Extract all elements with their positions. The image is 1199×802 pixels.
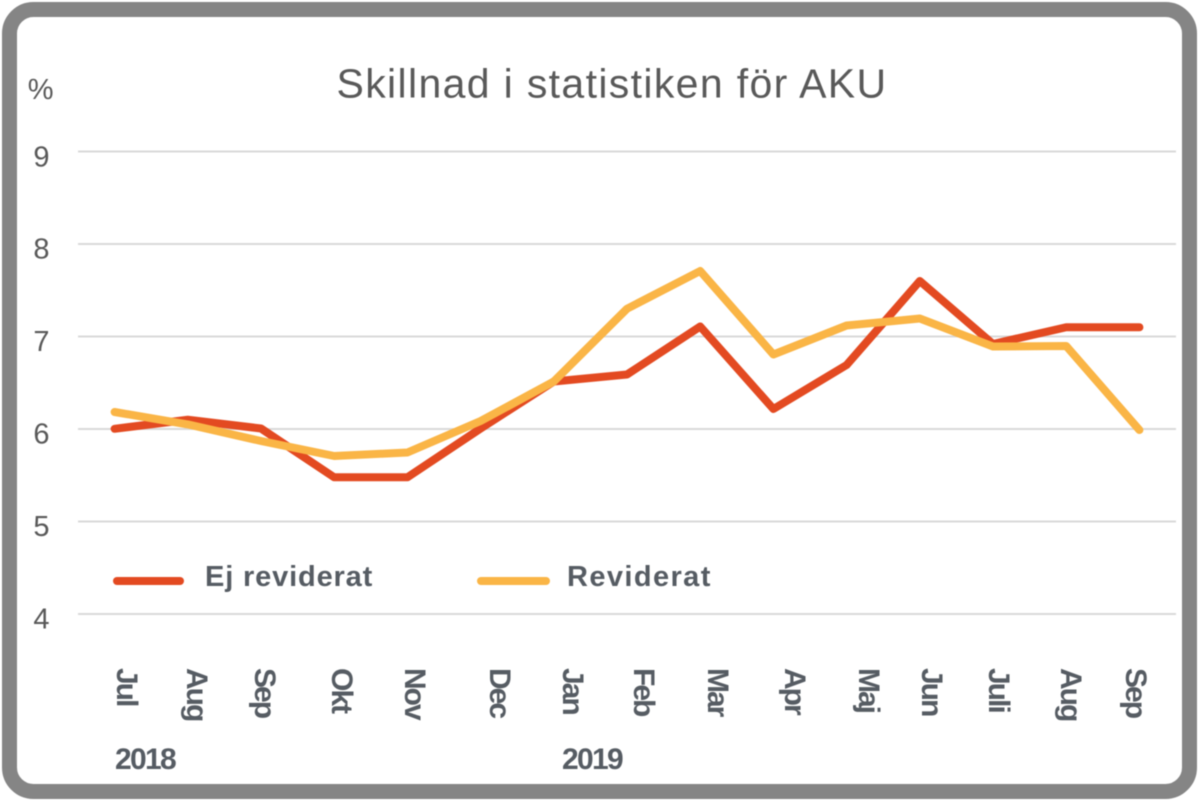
svg-text:2018: 2018 — [115, 743, 176, 776]
svg-text:2019: 2019 — [562, 743, 623, 776]
svg-text:6: 6 — [33, 419, 49, 451]
svg-text:Jul: Jul — [110, 668, 143, 706]
svg-text:4: 4 — [33, 604, 49, 636]
svg-text:Nov: Nov — [398, 668, 431, 721]
svg-text:Sep: Sep — [1119, 668, 1152, 719]
svg-text:Aug: Aug — [180, 668, 213, 721]
svg-text:Feb: Feb — [627, 668, 660, 717]
svg-text:8: 8 — [33, 234, 49, 266]
svg-text:Jan: Jan — [556, 668, 589, 714]
svg-text:7: 7 — [33, 326, 49, 358]
svg-text:Jun: Jun — [915, 668, 948, 716]
svg-text:Aug: Aug — [1054, 668, 1087, 721]
svg-text:%: % — [28, 74, 54, 106]
svg-text:9: 9 — [33, 142, 49, 174]
svg-text:5: 5 — [33, 511, 49, 543]
svg-text:Ej reviderat: Ej reviderat — [205, 561, 373, 593]
svg-text:Juli: Juli — [982, 668, 1015, 712]
svg-text:Sep: Sep — [248, 668, 281, 719]
svg-text:Skillnad i statistiken för AKU: Skillnad i statistiken för AKU — [337, 61, 888, 107]
svg-text:Okt: Okt — [325, 668, 358, 714]
svg-text:Reviderat: Reviderat — [567, 561, 712, 593]
svg-text:Mar: Mar — [701, 668, 734, 718]
svg-text:Apr: Apr — [778, 668, 811, 716]
svg-text:Dec: Dec — [483, 668, 516, 718]
svg-text:Maj: Maj — [852, 668, 885, 713]
